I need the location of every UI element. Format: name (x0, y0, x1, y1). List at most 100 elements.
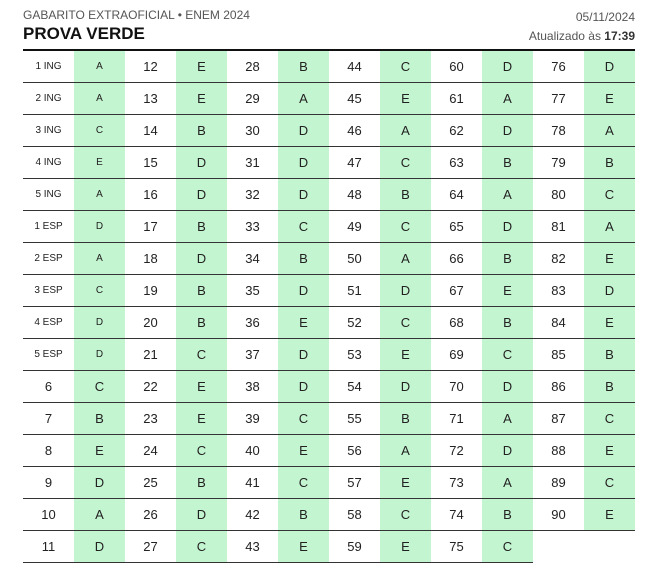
answer-letter: C (74, 274, 125, 307)
answer-row: 3 ESP C 19 B 35 D 51 D 67 E 83 D (23, 274, 635, 307)
answer-letter: A (584, 114, 635, 147)
answer-letter: A (380, 242, 431, 275)
answer-letter: E (380, 82, 431, 115)
answer-letter: B (74, 402, 125, 435)
question-number: 65 (431, 210, 482, 243)
exam-date: 05/11/2024 (575, 10, 635, 24)
answer-letter: D (74, 530, 125, 563)
answer-row: 6 C 22 E 38 D 54 D 70 D 86 B (23, 370, 635, 403)
answer-letter: C (482, 530, 533, 563)
question-number: 70 (431, 370, 482, 403)
question-number: 77 (533, 82, 584, 115)
question-number: 66 (431, 242, 482, 275)
answer-row: 2 ING A 13 E 29 A 45 E 61 A 77 E (23, 82, 635, 115)
answer-letter: A (74, 178, 125, 211)
question-number: 23 (125, 402, 176, 435)
answer-letter: B (176, 466, 227, 499)
answer-row: 10 A 26 D 42 B 58 C 74 B 90 E (23, 498, 635, 531)
question-number: 55 (329, 402, 380, 435)
answer-letter: E (380, 530, 431, 563)
question-number: 90 (533, 498, 584, 531)
answer-letter: D (482, 434, 533, 467)
question-number: 54 (329, 370, 380, 403)
question-number: 14 (125, 114, 176, 147)
answer-letter: B (380, 402, 431, 435)
question-number: 5 ESP (23, 338, 74, 371)
question-number: 51 (329, 274, 380, 307)
answer-row: 4 ING E 15 D 31 D 47 C 63 B 79 B (23, 146, 635, 179)
answer-letter: A (482, 178, 533, 211)
question-number: 17 (125, 210, 176, 243)
answer-letter: C (278, 466, 329, 499)
answer-key-table: 1 ING A 12 E 28 B 44 C 60 D 76 D 2 ING A 13 E 29 A 45 E 61 A 7… (23, 51, 635, 563)
answer-letter: E (176, 402, 227, 435)
question-number: 3 ESP (23, 274, 74, 307)
answer-letter: A (584, 210, 635, 243)
question-number: 42 (227, 498, 278, 531)
question-number: 31 (227, 146, 278, 179)
question-number: 62 (431, 114, 482, 147)
question-number: 76 (533, 51, 584, 83)
question-number: 38 (227, 370, 278, 403)
answer-letter: E (584, 306, 635, 339)
question-number: 11 (23, 530, 74, 563)
answer-letter: C (380, 51, 431, 83)
question-number: 49 (329, 210, 380, 243)
answer-letter: C (380, 146, 431, 179)
answer-letter: C (74, 114, 125, 147)
question-number: 30 (227, 114, 278, 147)
answer-letter: A (482, 466, 533, 499)
answer-letter: A (74, 82, 125, 115)
answer-letter: D (176, 178, 227, 211)
question-number: 58 (329, 498, 380, 531)
question-number: 61 (431, 82, 482, 115)
answer-letter: E (176, 51, 227, 83)
question-number: 71 (431, 402, 482, 435)
question-number: 4 ING (23, 146, 74, 179)
answer-letter: E (176, 370, 227, 403)
answer-letter: D (74, 466, 125, 499)
answer-letter: D (584, 274, 635, 307)
answer-row: 1 ESP D 17 B 33 C 49 C 65 D 81 A (23, 210, 635, 243)
answer-letter: C (584, 178, 635, 211)
question-number: 39 (227, 402, 278, 435)
answer-letter: E (584, 434, 635, 467)
question-number: 72 (431, 434, 482, 467)
answer-letter: C (176, 338, 227, 371)
question-number: 3 ING (23, 114, 74, 147)
answer-letter: D (278, 338, 329, 371)
question-number: 44 (329, 51, 380, 83)
page-title: PROVA VERDE (23, 24, 145, 43)
question-number: 18 (125, 242, 176, 275)
question-number: 45 (329, 82, 380, 115)
question-number: 88 (533, 434, 584, 467)
answer-letter: E (74, 434, 125, 467)
question-number: 16 (125, 178, 176, 211)
question-number: 48 (329, 178, 380, 211)
answer-letter: C (278, 402, 329, 435)
question-number: 84 (533, 306, 584, 339)
answer-letter: B (584, 370, 635, 403)
question-number: 68 (431, 306, 482, 339)
answer-letter: B (176, 114, 227, 147)
updated-label: Atualizado às (528, 29, 601, 43)
answer-letter: D (584, 51, 635, 83)
question-number: 2 ESP (23, 242, 74, 275)
answer-letter: C (482, 338, 533, 371)
question-number: 83 (533, 274, 584, 307)
answer-letter: B (482, 306, 533, 339)
answer-letter: C (584, 402, 635, 435)
answer-letter: B (584, 338, 635, 371)
answer-letter: C (380, 306, 431, 339)
question-number: 12 (125, 51, 176, 83)
question-number: 41 (227, 466, 278, 499)
answer-letter: D (482, 370, 533, 403)
question-number: 19 (125, 274, 176, 307)
answer-letter: C (176, 530, 227, 563)
question-number: 1 ING (23, 51, 74, 83)
answer-letter: E (278, 434, 329, 467)
answer-letter: D (380, 370, 431, 403)
answer-row: 4 ESP D 20 B 36 E 52 C 68 B 84 E (23, 306, 635, 339)
answer-row: 5 ESP D 21 C 37 D 53 E 69 C 85 B (23, 338, 635, 371)
answer-letter: B (278, 51, 329, 83)
